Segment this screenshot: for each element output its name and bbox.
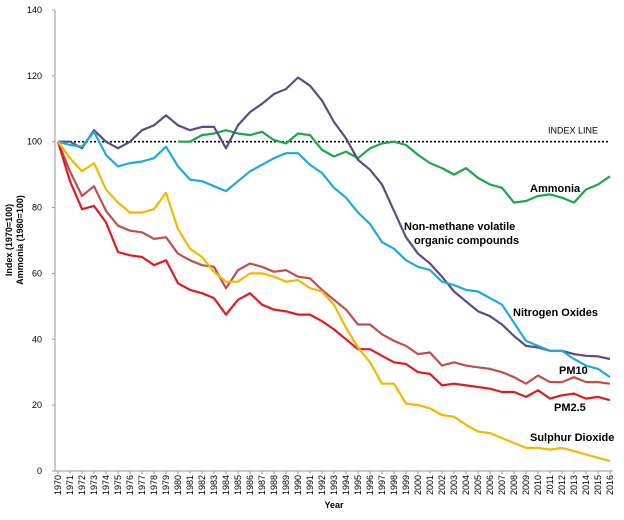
y-tick-label: 100 <box>27 137 42 147</box>
y-tick-label: 120 <box>27 71 42 81</box>
x-tick-label: 2002 <box>437 475 447 495</box>
series-line <box>57 141 611 463</box>
x-tick-label: 1971 <box>65 475 75 495</box>
x-tick-label: 1993 <box>329 475 339 495</box>
x-tick-label: 1978 <box>149 475 159 495</box>
y-tick-label: 140 <box>27 5 42 15</box>
series-line <box>58 76 611 361</box>
y-tick-label: 0 <box>37 466 42 476</box>
x-tick-label: 1991 <box>305 475 315 495</box>
x-tick-label: 1998 <box>389 475 399 495</box>
x-tick-label: 2003 <box>449 475 459 495</box>
x-tick-label: 1979 <box>161 475 171 495</box>
x-tick-label: 2009 <box>521 475 531 495</box>
x-tick-label: 1976 <box>125 475 135 495</box>
y-tick-label: 80 <box>32 203 42 213</box>
series-label: PM2.5 <box>554 402 586 414</box>
x-tick-label: 1989 <box>281 475 291 495</box>
y-tick-label: 60 <box>32 268 42 278</box>
series-label-line: organic compounds <box>414 235 519 247</box>
x-tick-label: 1974 <box>101 475 111 495</box>
x-tick-label: 1988 <box>269 475 279 495</box>
x-tick-label: 1972 <box>77 475 87 495</box>
y-axis-title-line: Ammonia (1980=100) <box>15 195 25 285</box>
x-tick-label: 1985 <box>233 475 243 495</box>
x-tick-label: 2001 <box>425 475 435 495</box>
x-tick-label: 2004 <box>461 475 471 495</box>
x-tick-label: 2011 <box>545 475 555 494</box>
x-tick-label: 1995 <box>353 475 363 495</box>
x-tick-label: 1986 <box>245 475 255 495</box>
series-label: Non-methane volatile organic compounds <box>404 221 519 247</box>
x-tick-label: 1992 <box>317 475 327 495</box>
index-line-label: INDEX LINE <box>548 126 598 136</box>
x-tick-label: 2010 <box>533 475 543 495</box>
series-line <box>57 130 611 379</box>
x-tick-label: 2008 <box>509 475 519 495</box>
x-tick-label: 1997 <box>377 475 387 495</box>
x-tick-label: 1994 <box>341 475 351 495</box>
y-tick-label: 20 <box>32 400 42 410</box>
x-axis-title: Year <box>324 500 344 510</box>
series-label: Nitrogen Oxides <box>513 307 598 319</box>
x-tick-label: 1987 <box>257 475 267 495</box>
x-tick-label: 2007 <box>497 475 507 495</box>
x-tick-label: 1980 <box>173 475 183 495</box>
y-tick-label: 40 <box>32 334 42 344</box>
series-label-line: Non-methane volatile <box>404 221 515 233</box>
x-tick-label: 1984 <box>221 475 231 495</box>
x-tick-label: 1970 <box>53 475 63 495</box>
x-tick-label: 2016 <box>605 475 615 495</box>
y-axis-title: Index (1970=100)Ammonia (1980=100) <box>4 195 25 285</box>
x-tick-label: 1977 <box>137 475 147 495</box>
x-tick-label: 2005 <box>473 475 483 495</box>
series-line <box>56 141 611 385</box>
x-tick-label: 1982 <box>197 475 207 495</box>
x-tick-label: 1983 <box>209 475 219 495</box>
x-tick-label: 2000 <box>413 475 423 495</box>
x-tick-label: 2014 <box>581 475 591 495</box>
series-label: Ammonia <box>530 183 581 195</box>
x-tick-label: 1996 <box>365 475 375 495</box>
series-line <box>178 129 611 204</box>
x-tick-label: 1981 <box>185 475 195 495</box>
series-line <box>56 141 611 402</box>
series-label: PM10 <box>559 365 588 377</box>
x-tick-label: 1975 <box>113 475 123 495</box>
x-tick-label: 2015 <box>593 475 603 495</box>
x-tick-label: 2012 <box>557 475 567 495</box>
x-tick-label: 1990 <box>293 475 303 495</box>
x-tick-label: 1973 <box>89 475 99 495</box>
x-tick-label: 1999 <box>401 475 411 495</box>
series-label: Sulphur Dioxide <box>530 432 614 444</box>
y-axis-title-line: Index (1970=100) <box>4 204 14 276</box>
x-tick-label: 2006 <box>485 475 495 495</box>
x-tick-label: 2013 <box>569 475 579 495</box>
